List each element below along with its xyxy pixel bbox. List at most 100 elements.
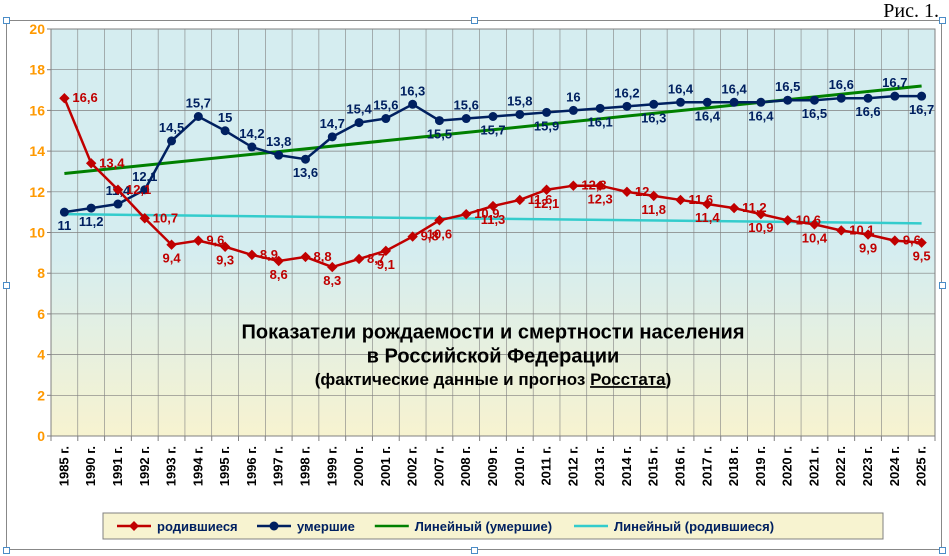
xtick-label: 2013 г. xyxy=(592,446,607,486)
marker-circle xyxy=(301,155,309,163)
marker-circle xyxy=(677,98,685,106)
data-label: 16,6 xyxy=(72,90,97,105)
ytick-label: 0 xyxy=(37,428,45,444)
data-label: 9,9 xyxy=(859,241,877,256)
xtick-label: 2021 г. xyxy=(806,446,821,486)
chart-title-line2: в Российской Федерации xyxy=(367,346,620,368)
marker-circle xyxy=(168,137,176,145)
data-label: 9,3 xyxy=(216,253,234,268)
xtick-label: 2008 г. xyxy=(458,446,473,486)
marker-circle xyxy=(328,133,336,141)
marker-circle xyxy=(837,94,845,102)
sel-handle-bl[interactable] xyxy=(3,547,10,554)
data-label: 16,6 xyxy=(855,104,880,119)
marker-circle xyxy=(569,106,577,114)
data-label: 16,7 xyxy=(909,102,934,117)
marker-circle xyxy=(87,204,95,212)
marker-circle xyxy=(355,119,363,127)
marker-circle xyxy=(918,92,926,100)
data-label: 15 xyxy=(218,110,232,125)
marker-circle xyxy=(248,143,256,151)
data-label: 10,7 xyxy=(153,210,178,225)
data-label: 10,4 xyxy=(802,230,828,245)
data-label: 14,2 xyxy=(239,126,264,141)
sel-handle-ml[interactable] xyxy=(3,282,10,289)
legend-swatch-marker xyxy=(270,522,279,531)
data-label: 13,8 xyxy=(266,134,291,149)
data-label: 8,3 xyxy=(323,273,341,288)
data-label: 15,4 xyxy=(346,102,372,117)
data-label: 11,4 xyxy=(695,210,720,225)
data-label: 16,5 xyxy=(802,106,827,121)
data-label: 16,2 xyxy=(614,85,639,100)
data-label: 9,1 xyxy=(377,257,395,272)
xtick-label: 2022 г. xyxy=(833,446,848,486)
xtick-label: 2018 г. xyxy=(726,446,741,486)
xtick-label: 1999 г. xyxy=(324,446,339,486)
ytick-label: 8 xyxy=(37,265,45,281)
data-label: 8,8 xyxy=(313,249,331,264)
data-label: 13,4 xyxy=(99,155,125,170)
xtick-label: 2014 г. xyxy=(619,446,634,486)
ytick-label: 2 xyxy=(37,387,45,403)
data-label: 16,3 xyxy=(400,83,425,98)
data-label: 11,2 xyxy=(79,214,104,229)
marker-circle xyxy=(784,96,792,104)
xtick-label: 1995 г. xyxy=(217,446,232,486)
data-label: 15,8 xyxy=(507,93,532,108)
data-label: 16,7 xyxy=(882,75,907,90)
ytick-label: 4 xyxy=(37,347,45,363)
data-label: 16,3 xyxy=(641,110,666,125)
marker-circle xyxy=(409,100,417,108)
data-label: 14,5 xyxy=(159,120,184,135)
xtick-label: 1998 г. xyxy=(297,446,312,486)
legend-label: родившиеся xyxy=(157,519,238,534)
ytick-label: 16 xyxy=(29,102,45,118)
data-label: 16,6 xyxy=(829,77,854,92)
marker-circle xyxy=(516,110,524,118)
data-label: 11,3 xyxy=(481,212,506,227)
sel-handle-tl[interactable] xyxy=(3,17,10,24)
rosstat-link[interactable]: Росстата xyxy=(590,370,666,389)
data-label: 16,4 xyxy=(721,81,747,96)
ytick-label: 6 xyxy=(37,306,45,322)
marker-circle xyxy=(757,98,765,106)
marker-circle xyxy=(435,117,443,125)
data-label: 13,6 xyxy=(293,165,318,180)
data-label: 12,1 xyxy=(534,196,559,211)
marker-circle xyxy=(382,115,390,123)
legend-label: умершие xyxy=(297,519,355,534)
xtick-label: 2000 г. xyxy=(351,446,366,486)
chart-title-line3: (фактические данные и прогноз Росстата) xyxy=(315,370,672,389)
chart-title-line1: Показатели рождаемости и смертности насе… xyxy=(241,321,744,343)
data-label: 15,5 xyxy=(427,127,452,142)
data-label: 15,9 xyxy=(534,118,559,133)
xtick-label: 2025 г. xyxy=(914,446,929,486)
ytick-label: 12 xyxy=(29,184,45,200)
legend-label: Линейный (родившиеся) xyxy=(614,519,774,534)
data-label: 15,7 xyxy=(186,96,211,111)
xtick-label: 1997 г. xyxy=(271,446,286,486)
xtick-label: 1993 г. xyxy=(164,446,179,486)
sel-handle-tm[interactable] xyxy=(471,17,478,24)
xtick-label: 2023 г. xyxy=(860,446,875,486)
xtick-label: 2009 г. xyxy=(485,446,500,486)
marker-circle xyxy=(650,100,658,108)
sel-handle-br[interactable] xyxy=(939,547,946,554)
ytick-label: 14 xyxy=(29,143,45,159)
marker-circle xyxy=(623,102,631,110)
data-label: 15,6 xyxy=(454,98,479,113)
sel-handle-tr[interactable] xyxy=(939,17,946,24)
xtick-label: 2011 г. xyxy=(539,446,554,486)
data-label: 8,6 xyxy=(270,267,288,282)
marker-circle xyxy=(60,208,68,216)
xtick-label: 1994 г. xyxy=(190,446,205,486)
xtick-label: 2015 г. xyxy=(646,446,661,486)
data-label: 15,7 xyxy=(480,123,505,138)
sel-handle-bm[interactable] xyxy=(471,547,478,554)
sel-handle-mr[interactable] xyxy=(939,282,946,289)
marker-circle xyxy=(543,108,551,116)
data-label: 16,4 xyxy=(668,81,694,96)
ytick-label: 10 xyxy=(29,225,45,241)
data-label: 9,4 xyxy=(163,251,182,266)
